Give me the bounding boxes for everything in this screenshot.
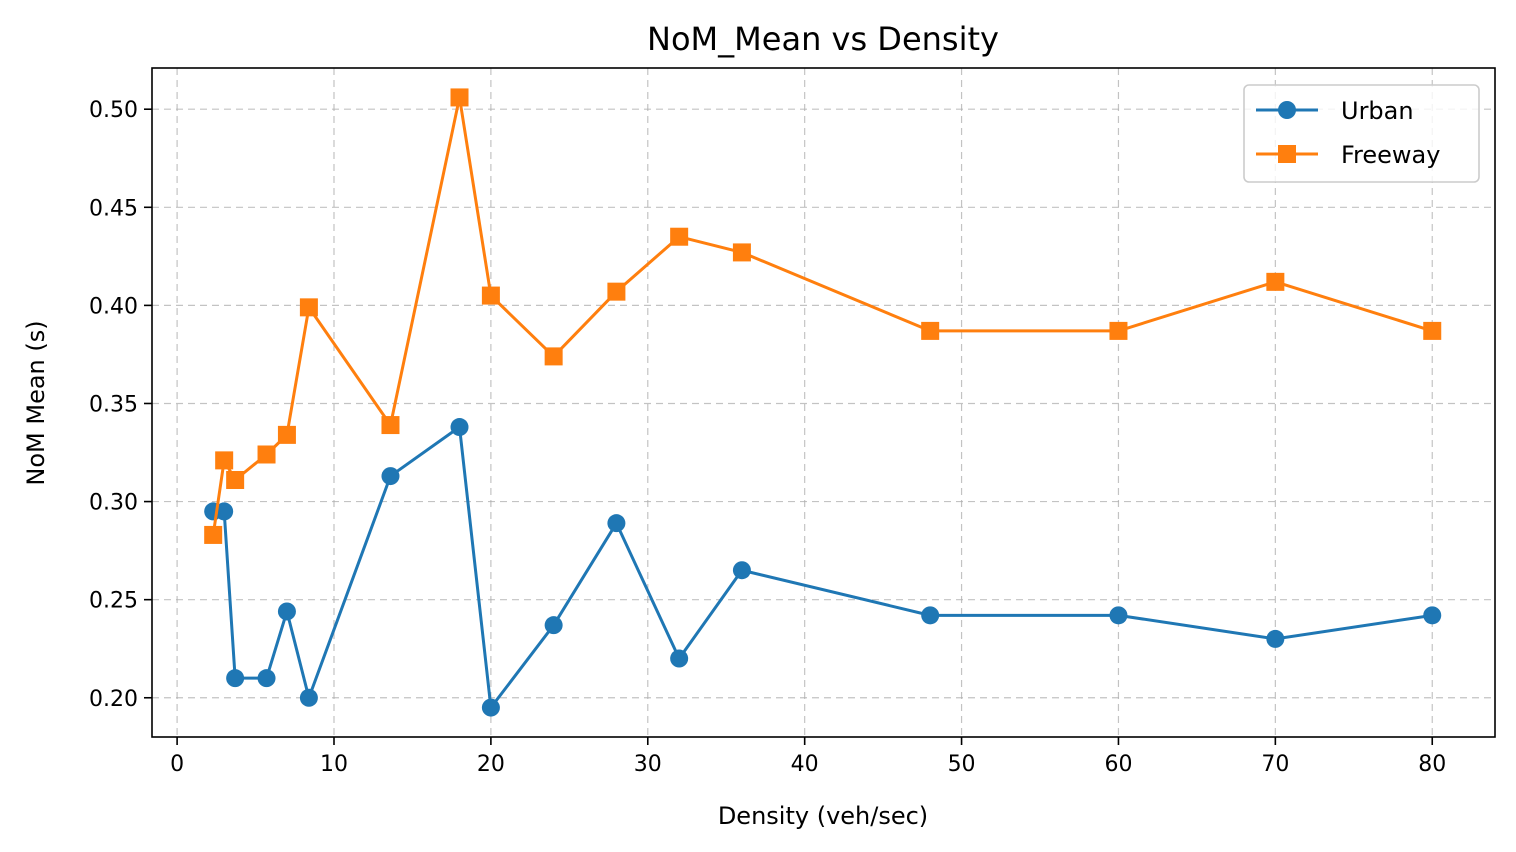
x-axis-label: Density (veh/sec) xyxy=(718,802,928,830)
urban-point xyxy=(299,688,318,707)
x-tick-label: 40 xyxy=(791,752,819,777)
series-freeway xyxy=(204,88,1442,544)
legend-swatch-marker xyxy=(1278,145,1296,163)
freeway-point xyxy=(226,470,245,489)
urban-point xyxy=(277,602,296,621)
freeway-point xyxy=(732,243,751,262)
y-tick-label: 0.40 xyxy=(89,294,138,319)
series-layer xyxy=(204,88,1442,717)
freeway-point xyxy=(481,286,500,305)
freeway-point xyxy=(1423,321,1442,340)
urban-point xyxy=(732,561,751,580)
legend-label: Freeway xyxy=(1341,141,1440,169)
freeway-point xyxy=(1109,321,1128,340)
urban-point xyxy=(544,616,563,635)
freeway-point xyxy=(1266,272,1285,291)
freeway-point xyxy=(607,282,626,301)
freeway-point xyxy=(544,347,563,366)
urban-point xyxy=(450,418,469,437)
freeway-point xyxy=(215,451,234,470)
y-tick-label: 0.25 xyxy=(89,589,138,614)
x-tick-label: 10 xyxy=(320,752,348,777)
urban-point xyxy=(921,606,940,625)
freeway-point xyxy=(277,425,296,444)
y-tick-label: 0.35 xyxy=(89,392,138,417)
legend-entry-urban: Urban xyxy=(1256,97,1414,125)
y-axis-label: NoM Mean (s) xyxy=(22,320,50,485)
urban-point xyxy=(607,514,626,533)
freeway-point xyxy=(204,525,223,544)
x-axis-ticks: 0 10 20 30 40 50 60 70 80 xyxy=(170,737,1446,777)
x-tick-label: 20 xyxy=(477,752,505,777)
urban-point xyxy=(215,502,234,521)
urban-point xyxy=(481,698,500,717)
series-urban xyxy=(204,418,1442,717)
y-tick-label: 0.20 xyxy=(89,687,138,712)
y-tick-label: 0.45 xyxy=(89,196,138,221)
freeway-point xyxy=(450,88,469,107)
urban-point xyxy=(226,669,245,688)
y-axis-ticks: 0.20 0.25 0.30 0.35 0.40 0.45 0.50 xyxy=(89,98,152,712)
freeway-point xyxy=(299,298,318,317)
x-tick-label: 30 xyxy=(634,752,662,777)
chart-title: NoM_Mean vs Density xyxy=(647,20,999,58)
x-tick-label: 80 xyxy=(1418,752,1446,777)
urban-point xyxy=(670,649,689,668)
freeway-point xyxy=(670,227,689,246)
legend-entry-freeway: Freeway xyxy=(1256,141,1440,169)
x-tick-label: 70 xyxy=(1261,752,1289,777)
freeway-point xyxy=(257,445,276,464)
plot-frame xyxy=(151,67,1496,738)
x-tick-label: 50 xyxy=(948,752,976,777)
urban-point xyxy=(257,669,276,688)
y-tick-label: 0.50 xyxy=(89,98,138,123)
freeway-point xyxy=(921,321,940,340)
y-tick-label: 0.30 xyxy=(89,491,138,516)
urban-point xyxy=(1109,606,1128,625)
legend-swatch-marker xyxy=(1278,101,1296,119)
x-tick-label: 0 xyxy=(170,752,184,777)
legend-entries: Urban Freeway xyxy=(1256,97,1440,169)
urban-point xyxy=(381,467,400,486)
urban-point xyxy=(1423,606,1442,625)
urban-point xyxy=(1266,629,1285,648)
x-tick-label: 60 xyxy=(1104,752,1132,777)
freeway-point xyxy=(381,416,400,435)
legend: Urban Freeway xyxy=(1243,84,1480,183)
legend-label: Urban xyxy=(1341,97,1414,125)
